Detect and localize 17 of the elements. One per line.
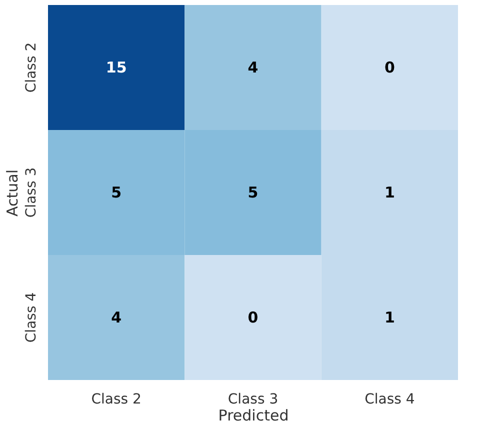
data-label: 5 — [111, 184, 122, 202]
data-label: 4 — [111, 308, 122, 326]
y-tick-label: Class 3 — [24, 167, 40, 218]
data-label: 1 — [384, 308, 395, 326]
y-tick-label: Class 4 — [24, 292, 40, 343]
y-tick-label: Class 2 — [24, 42, 40, 93]
x-axis-title: Predicted — [218, 406, 289, 424]
x-tick-label: Class 4 — [364, 392, 415, 408]
y-axis-title: Actual — [4, 170, 22, 216]
data-label: 15 — [106, 58, 127, 76]
x-tick-label: Class 2 — [91, 392, 142, 408]
data-label: 0 — [248, 308, 258, 326]
data-label: 5 — [248, 184, 258, 202]
data-label: 4 — [248, 58, 258, 76]
data-label: 0 — [384, 58, 395, 76]
x-tick-label: Class 3 — [228, 392, 278, 408]
data-label: 1 — [384, 184, 395, 202]
